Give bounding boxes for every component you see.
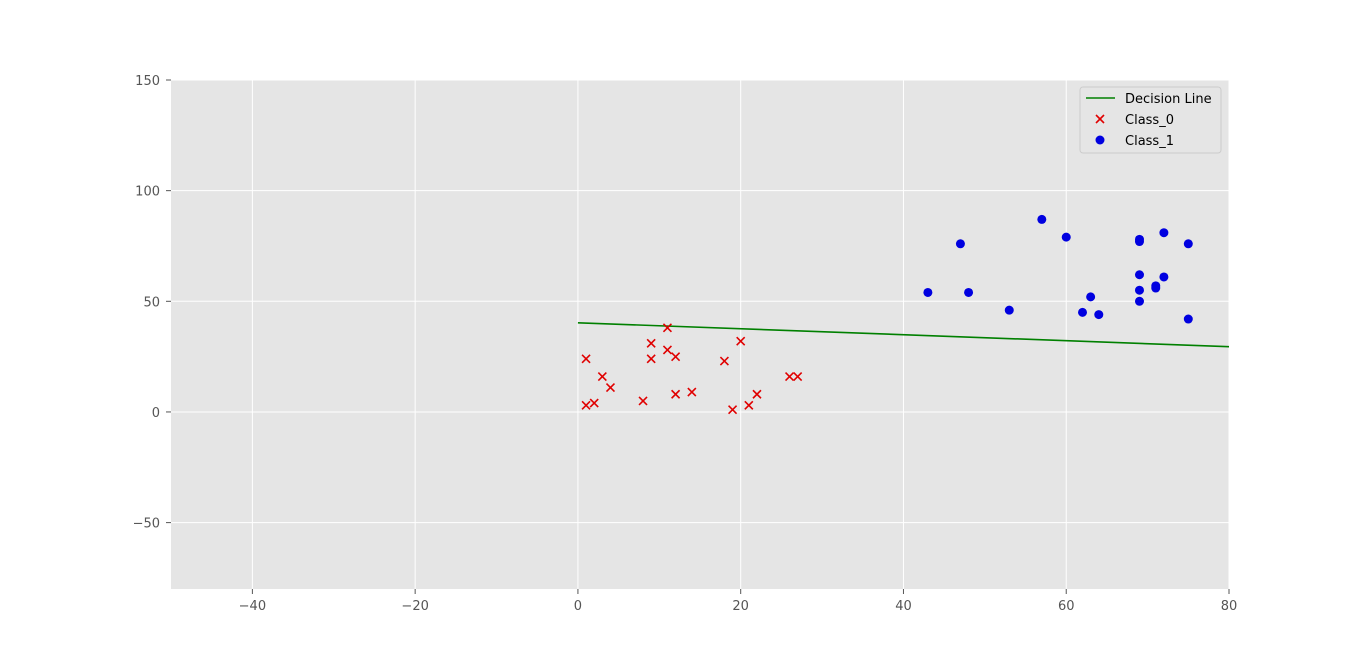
class-1-point: [1134, 296, 1144, 306]
class-0-point: [687, 387, 697, 397]
class-1-point: [923, 287, 933, 297]
x-tick-label: 20: [732, 599, 749, 614]
class-0-point: [719, 356, 729, 366]
y-axis: −50 0 50 100 150: [133, 74, 171, 532]
y-tick-label: 0: [152, 406, 160, 421]
y-tick-label: 100: [135, 185, 160, 200]
legend-label-class-1: Class_1: [1125, 134, 1174, 149]
legend-dot-marker-icon: [1095, 135, 1105, 145]
x-axis: −40 −20 0 20 40 60 80: [239, 589, 1238, 614]
legend-label-decision-line: Decision Line: [1125, 92, 1212, 107]
class-1-point: [1134, 285, 1144, 295]
class-0-point: [589, 398, 599, 408]
y-tick-label: 150: [135, 74, 160, 89]
y-tick-label: −50: [133, 517, 160, 532]
x-tick-label: 40: [895, 599, 912, 614]
class-0-point: [646, 354, 656, 364]
legend-box: [1079, 86, 1222, 154]
plot-area: [171, 80, 1229, 589]
class-0-point: [646, 338, 656, 348]
class-1-point: [1004, 305, 1014, 315]
class-1-point: [1061, 232, 1071, 242]
class-0-point: [581, 354, 591, 364]
class-1-point: [1183, 314, 1193, 324]
y-tick-label: 50: [143, 295, 160, 310]
class-1-point: [1151, 283, 1161, 293]
class-0-point: [605, 383, 616, 393]
legend-x-marker-icon: [1095, 114, 1105, 124]
class-0-point: [638, 396, 648, 406]
class-0-point: [793, 371, 803, 382]
class-0-point: [744, 400, 754, 410]
class-1-point: [1037, 214, 1047, 224]
class-0-point: [671, 352, 681, 362]
x-tick-label: 80: [1221, 599, 1238, 614]
class-1-point: [1183, 239, 1193, 249]
class-1-point: [1134, 270, 1144, 280]
class-0-point: [662, 345, 673, 355]
class-0-point: [662, 323, 673, 333]
x-tick-label: 0: [574, 599, 582, 614]
class-1-point: [1094, 310, 1104, 320]
class-0-point: [736, 336, 746, 346]
class-0-point: [671, 389, 681, 399]
class-1-point: [1078, 307, 1088, 317]
x-tick-label: −20: [401, 599, 428, 614]
class-1-point: [955, 239, 965, 249]
class-0-point: [784, 371, 795, 382]
class-1-point: [1159, 228, 1169, 238]
class-1-point: [1086, 292, 1096, 302]
legend: Decision Line Class_0 Class_1: [1079, 86, 1222, 154]
class-0-point: [752, 389, 762, 399]
series-layer: [577, 214, 1230, 415]
decision-line: [577, 321, 1230, 348]
x-tick-label: −40: [239, 599, 266, 614]
x-tick-label: 60: [1058, 599, 1075, 614]
class-0-point: [727, 405, 738, 415]
class-1-point: [1159, 272, 1169, 282]
class-0-point: [581, 400, 591, 410]
class-1-point: [964, 287, 974, 297]
class-1-point: [1134, 237, 1144, 247]
class-0-point: [597, 371, 607, 382]
legend-label-class-0: Class_0: [1125, 113, 1174, 128]
